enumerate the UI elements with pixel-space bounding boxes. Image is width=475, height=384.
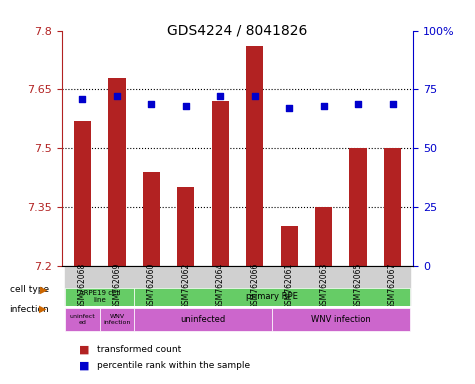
FancyBboxPatch shape: [65, 308, 100, 331]
Text: GSM762064: GSM762064: [216, 263, 225, 309]
Text: GSM762060: GSM762060: [147, 263, 156, 309]
Text: cell type: cell type: [10, 285, 48, 295]
Point: [389, 101, 396, 107]
Bar: [203, 266, 238, 306]
Text: GSM762066: GSM762066: [250, 263, 259, 309]
FancyBboxPatch shape: [100, 308, 134, 331]
Text: ARPE19 cell
line: ARPE19 cell line: [79, 290, 120, 303]
Text: ■: ■: [79, 361, 90, 371]
Bar: [375, 266, 410, 306]
Text: GSM762065: GSM762065: [353, 263, 362, 309]
FancyBboxPatch shape: [134, 308, 272, 331]
FancyBboxPatch shape: [134, 288, 410, 306]
Text: GSM762063: GSM762063: [319, 263, 328, 309]
Text: ▶: ▶: [39, 304, 47, 314]
Bar: [169, 266, 203, 306]
Bar: [134, 266, 169, 306]
Bar: [306, 266, 341, 306]
Bar: [100, 266, 134, 306]
Text: GSM762061: GSM762061: [285, 263, 294, 309]
Bar: [272, 266, 306, 306]
Text: GSM762068: GSM762068: [78, 263, 87, 309]
Bar: [238, 266, 272, 306]
Bar: [384, 148, 401, 266]
Text: GDS4224 / 8041826: GDS4224 / 8041826: [167, 23, 308, 37]
FancyBboxPatch shape: [272, 308, 410, 331]
Bar: [350, 148, 367, 266]
Bar: [246, 46, 263, 266]
Bar: [74, 121, 91, 266]
Text: GSM762067: GSM762067: [388, 263, 397, 309]
Text: uninfected: uninfected: [180, 315, 226, 324]
Text: primary RPE: primary RPE: [246, 292, 298, 301]
Text: WNV
infection: WNV infection: [103, 314, 131, 325]
Text: transformed count: transformed count: [97, 345, 181, 354]
Bar: [177, 187, 194, 266]
Point: [148, 101, 155, 107]
Point: [320, 103, 327, 109]
Bar: [65, 266, 100, 306]
Text: GSM762062: GSM762062: [181, 263, 190, 309]
Bar: [315, 207, 332, 266]
Point: [79, 96, 86, 102]
Point: [251, 93, 258, 99]
Text: GSM762069: GSM762069: [113, 263, 122, 309]
FancyBboxPatch shape: [65, 288, 134, 306]
Bar: [281, 227, 298, 266]
Point: [113, 93, 121, 99]
Text: uninfect
ed: uninfect ed: [69, 314, 95, 325]
Text: ▶: ▶: [40, 285, 48, 295]
Point: [285, 105, 293, 111]
Point: [217, 93, 224, 99]
Point: [354, 101, 362, 107]
Text: ■: ■: [79, 345, 90, 355]
Bar: [341, 266, 375, 306]
Bar: [142, 172, 160, 266]
Bar: [212, 101, 229, 266]
Bar: [108, 78, 125, 266]
Point: [182, 103, 190, 109]
Text: infection: infection: [10, 305, 49, 314]
Text: WNV infection: WNV infection: [311, 315, 371, 324]
Text: percentile rank within the sample: percentile rank within the sample: [97, 361, 250, 371]
